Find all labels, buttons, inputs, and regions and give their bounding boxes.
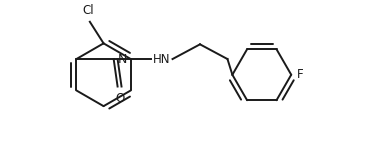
Text: Cl: Cl [82, 4, 94, 17]
Text: HN: HN [153, 52, 171, 66]
Text: F: F [297, 68, 304, 81]
Text: N: N [118, 52, 128, 66]
Text: O: O [115, 92, 124, 105]
